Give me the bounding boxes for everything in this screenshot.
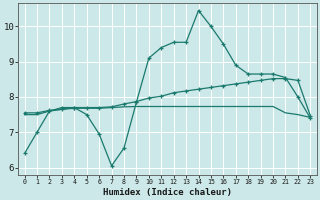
X-axis label: Humidex (Indice chaleur): Humidex (Indice chaleur)	[103, 188, 232, 197]
